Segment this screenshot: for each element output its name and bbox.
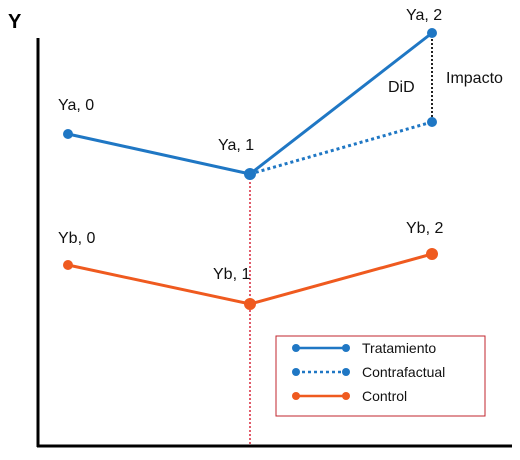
impact-label: Impacto	[446, 70, 503, 87]
point-ya0	[63, 129, 73, 139]
label-ya0: Ya, 0	[58, 97, 94, 114]
legend: Tratamiento Contrafactual Control	[275, 335, 486, 417]
point-yb2	[426, 248, 438, 260]
point-yb0	[63, 260, 73, 270]
label-yb0: Yb, 0	[58, 230, 95, 247]
point-counterfactual	[427, 117, 437, 127]
legend-item-treatment: Tratamiento	[292, 340, 436, 356]
point-yb1	[244, 298, 256, 310]
label-ya1: Ya, 1	[218, 137, 254, 154]
legend-label-treatment: Tratamiento	[362, 340, 436, 356]
legend-item-control: Control	[292, 388, 407, 404]
label-yb1: Yb, 1	[213, 266, 250, 283]
label-yb2: Yb, 2	[406, 220, 443, 237]
counterfactual-line	[249, 120, 433, 176]
legend-label-counterfactual: Contrafactual	[362, 364, 445, 380]
legend-item-counterfactual: Contrafactual	[292, 364, 445, 380]
y-axis-label: Y	[8, 11, 22, 33]
legend-label-control: Control	[362, 388, 407, 404]
point-ya1	[244, 168, 256, 180]
point-ya2	[427, 28, 437, 38]
legend-box	[275, 335, 486, 417]
label-ya2: Ya, 2	[406, 7, 442, 24]
did-label: DiD	[388, 79, 415, 96]
